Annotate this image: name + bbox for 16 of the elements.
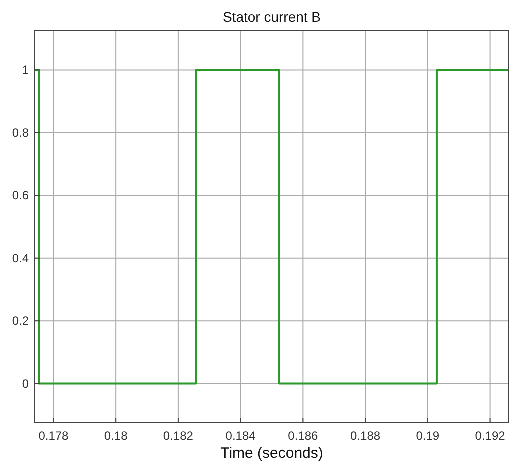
x-tick-label: 0.19 xyxy=(416,429,440,443)
y-tick-label: 0.8 xyxy=(12,126,30,140)
x-tick-label: 0.188 xyxy=(350,429,381,443)
x-tick-label: 0.192 xyxy=(475,429,506,443)
y-tick-label: 0 xyxy=(22,376,30,391)
chart-title: Stator current B xyxy=(222,9,322,25)
x-tick-label: 0.18 xyxy=(104,429,128,443)
x-axis-title: Time (seconds) xyxy=(220,445,324,462)
x-tick-label: 0.178 xyxy=(38,429,70,443)
x-tick-label: 0.184 xyxy=(226,429,256,443)
y-tick-label: 0.6 xyxy=(12,188,30,203)
y-tick-label: 0.4 xyxy=(12,251,30,266)
x-tick-label: 0.182 xyxy=(163,429,194,443)
y-tick-label: 0.2 xyxy=(12,314,30,328)
y-tick-label: 1 xyxy=(22,63,30,78)
x-tick-label: 0.186 xyxy=(288,429,319,443)
